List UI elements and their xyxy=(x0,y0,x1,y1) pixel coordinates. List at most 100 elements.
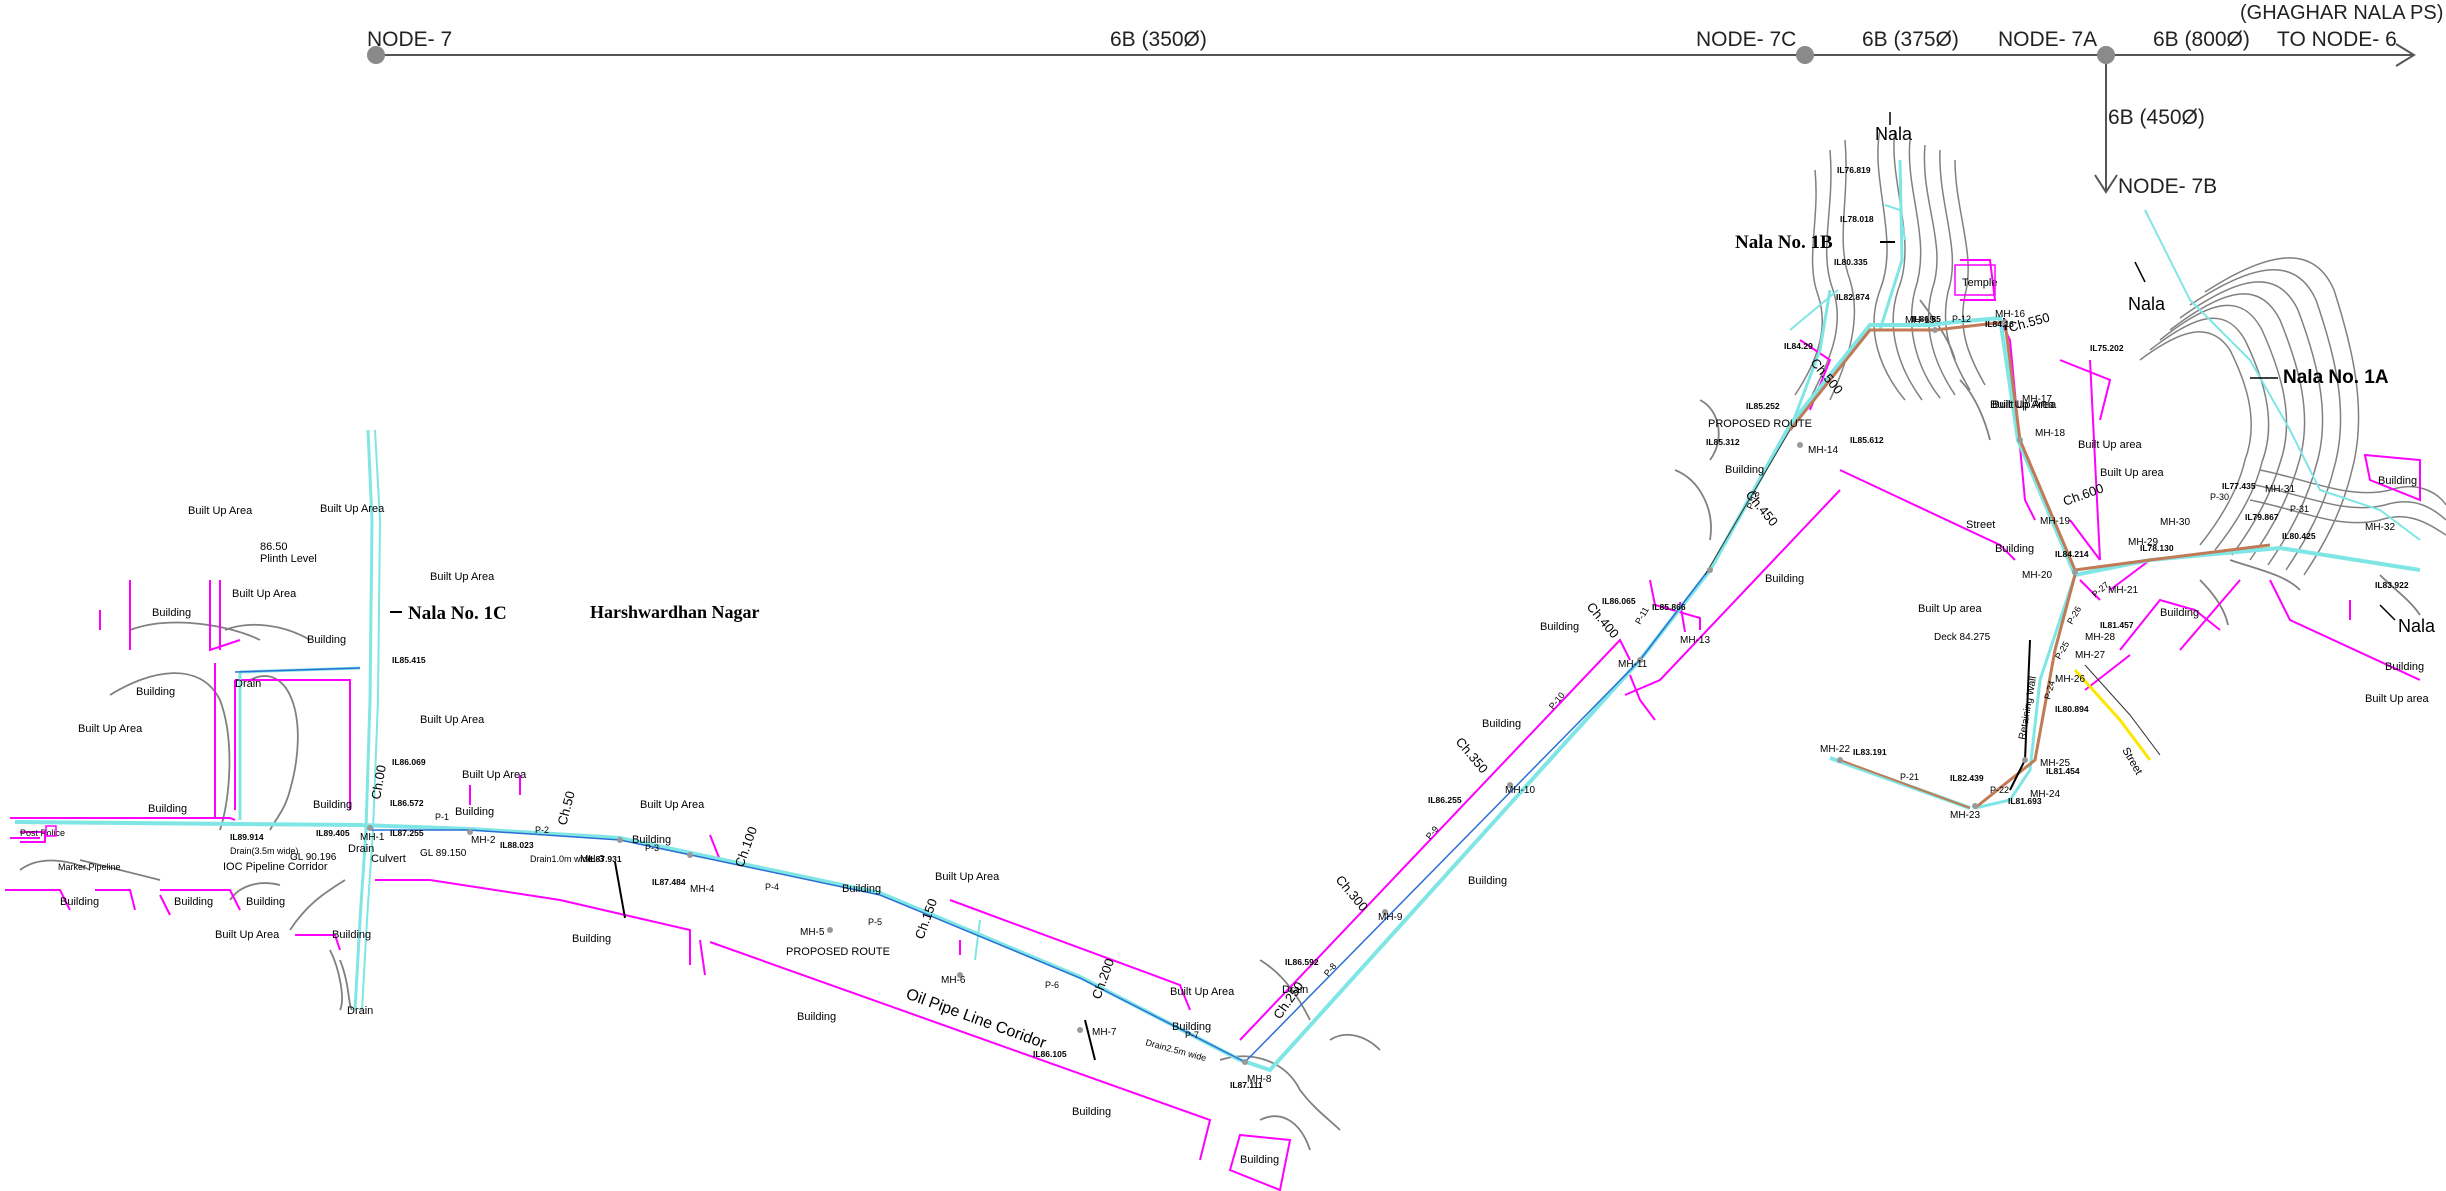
invert-level: IL89.405 xyxy=(316,828,350,838)
plinth-value: 86.50 xyxy=(260,541,288,553)
building-label: Building xyxy=(1072,1106,1111,1118)
manhole-label: MH-27 xyxy=(2075,650,2105,661)
arrow-down-icon xyxy=(2094,174,2118,194)
manhole-label: MH-7 xyxy=(1092,1027,1117,1038)
drain-width-label: Drain(3.5m wide) xyxy=(230,846,299,856)
invert-level: IL85.312 xyxy=(1706,437,1740,447)
manhole-label: MH-18 xyxy=(2035,428,2065,439)
built-up-area-label: Built Up area xyxy=(1918,603,1982,615)
pipe-label: P-27 xyxy=(2090,580,2111,600)
building-label: Building xyxy=(1240,1154,1279,1166)
sewer-route xyxy=(14,159,2421,1073)
built-up-area-label: Built Up Area xyxy=(935,871,1000,883)
invert-level: IL81.457 xyxy=(2100,620,2134,630)
node-7c-marker[interactable] xyxy=(1796,46,1814,64)
built-up-area-label: Built Up Area xyxy=(320,503,385,515)
proposed-route-label: PROPOSED ROUTE xyxy=(786,946,890,958)
proposed-route-label: PROPOSED ROUTE xyxy=(1708,418,1812,430)
manhole-label: MH-26 xyxy=(2055,674,2085,685)
drain-label: Drain xyxy=(348,843,374,855)
harshwardhan-nagar-title: Harshwardhan Nagar xyxy=(590,602,760,622)
pipe-label: P-24 xyxy=(2042,680,2057,701)
node-7-marker[interactable] xyxy=(367,46,385,64)
invert-level: IL85.612 xyxy=(1850,435,1884,445)
pipe-label: P-6 xyxy=(1045,980,1059,990)
building-label: Building xyxy=(1172,1021,1211,1033)
plinth-label: Plinth Level xyxy=(260,553,317,565)
nala-mid-label: Nala xyxy=(2128,294,2166,314)
manhole-label: MH-32 xyxy=(2365,522,2395,533)
pipe-label: P-7 xyxy=(1185,1030,1199,1040)
pipe-label: P-30 xyxy=(2210,492,2229,502)
nala-1c-title: Nala No. 1C xyxy=(408,603,507,624)
built-up-area-label: Built Up Area xyxy=(78,723,143,735)
building-label: Building xyxy=(2160,607,2199,619)
manhole-label: MH-4 xyxy=(690,884,715,895)
to-node-6-label: TO NODE- 6 xyxy=(2277,28,2397,51)
drain-width-label: Drain1.0m wide xyxy=(530,854,593,864)
invert-level: IL77.435 xyxy=(2222,481,2256,491)
pipe-label: P-12 xyxy=(1952,314,1971,324)
manhole-label: MH-17 xyxy=(2022,394,2052,405)
built-up-area-label: Built Up Area xyxy=(462,769,527,781)
manhole-label: MH-3 xyxy=(580,854,605,865)
manhole-label: MH-14 xyxy=(1808,445,1838,456)
building-label: Building xyxy=(174,896,213,908)
invert-level: IL86.069 xyxy=(392,757,426,767)
pipe-label: P-3 xyxy=(645,843,659,853)
street-label: Street xyxy=(1966,519,1995,531)
small-structures xyxy=(45,264,1996,837)
ground-level-label: GL 89.150 xyxy=(420,848,467,859)
invert-level-labels: IL85.415 IL86.069 IL86.572 IL87.255 IL89… xyxy=(230,165,2409,1090)
pipe-label: P-31 xyxy=(2290,504,2309,514)
manhole-label: MH-21 xyxy=(2108,585,2138,596)
manhole-label: MH-29 xyxy=(2128,537,2158,548)
manhole-labels: MH-1 MH-2 MH-3 MH-4 MH-5 MH-6 MH-7 MH-8 … xyxy=(360,309,2395,1085)
manhole-label: MH-13 xyxy=(1680,635,1710,646)
nala-1b-title: Nala No. 1B xyxy=(1735,232,1833,253)
segment-350-label: 6B (350Ø) xyxy=(1110,28,1207,51)
manhole-label: MH-19 xyxy=(2040,516,2070,527)
built-up-area-label: Built Up Area xyxy=(215,929,280,941)
pipe-label: P-11 xyxy=(1633,605,1651,626)
building-label: Building xyxy=(1540,621,1579,633)
built-up-area-label: Built Up Area xyxy=(1170,986,1235,998)
manhole-label: MH-2 xyxy=(471,835,496,846)
invert-level: IL78.130 xyxy=(2140,543,2174,553)
building-label: Building xyxy=(60,896,99,908)
temple-label: Temple xyxy=(1962,277,1997,289)
schematic-header: NODE- 7 6B (350Ø) NODE- 7C 6B (375Ø) NOD… xyxy=(367,2,2443,198)
street-label: Street xyxy=(2119,746,2144,777)
building-label: Building xyxy=(136,686,175,698)
node-7b-label: NODE- 7B xyxy=(2118,175,2217,198)
building-label: Building xyxy=(332,929,371,941)
built-up-area-label: Built Up area xyxy=(2365,693,2429,705)
built-up-area-label: Built Up Area xyxy=(188,505,253,517)
building-label: Building xyxy=(842,883,881,895)
street-edge xyxy=(2084,664,2161,756)
chainage-label: Ch.600 xyxy=(2061,480,2106,508)
area-labels: Built Up Area Built Up Area Built Up Are… xyxy=(20,277,2429,1166)
manhole-label: MH-10 xyxy=(1505,785,1535,796)
manhole-label: MH-8 xyxy=(1247,1074,1272,1085)
invert-level: IL76.819 xyxy=(1837,165,1871,175)
invert-level: IL86.255 xyxy=(1428,795,1462,805)
nala-1a-title: Nala No. 1A xyxy=(2283,367,2389,388)
built-up-area-label: Built Up Area xyxy=(420,714,485,726)
building-label: Building xyxy=(2378,475,2417,487)
invert-level: IL79.867 xyxy=(2245,512,2279,522)
ground-level-label: GL 90.196 xyxy=(290,852,337,863)
node-7a-marker[interactable] xyxy=(2097,46,2115,64)
post-police-label: Post Police xyxy=(20,828,65,838)
drain-width-label: Drain2.5m wide xyxy=(1144,1037,1207,1063)
manhole-label: MH-20 xyxy=(2022,570,2052,581)
built-up-area-label: Built Up Area xyxy=(1992,399,2057,411)
segment-450-label: 6B (450Ø) xyxy=(2108,106,2205,129)
manhole-label: MH-24 xyxy=(2030,789,2060,800)
pump-station-label: (GHAGHAR NALA PS) xyxy=(2240,2,2443,24)
invert-level: IL85.415 xyxy=(392,655,426,665)
building-label: Building xyxy=(148,803,187,815)
chainage-label: Ch.300 xyxy=(1333,872,1371,914)
chainage-label: Ch.00 xyxy=(368,764,389,801)
